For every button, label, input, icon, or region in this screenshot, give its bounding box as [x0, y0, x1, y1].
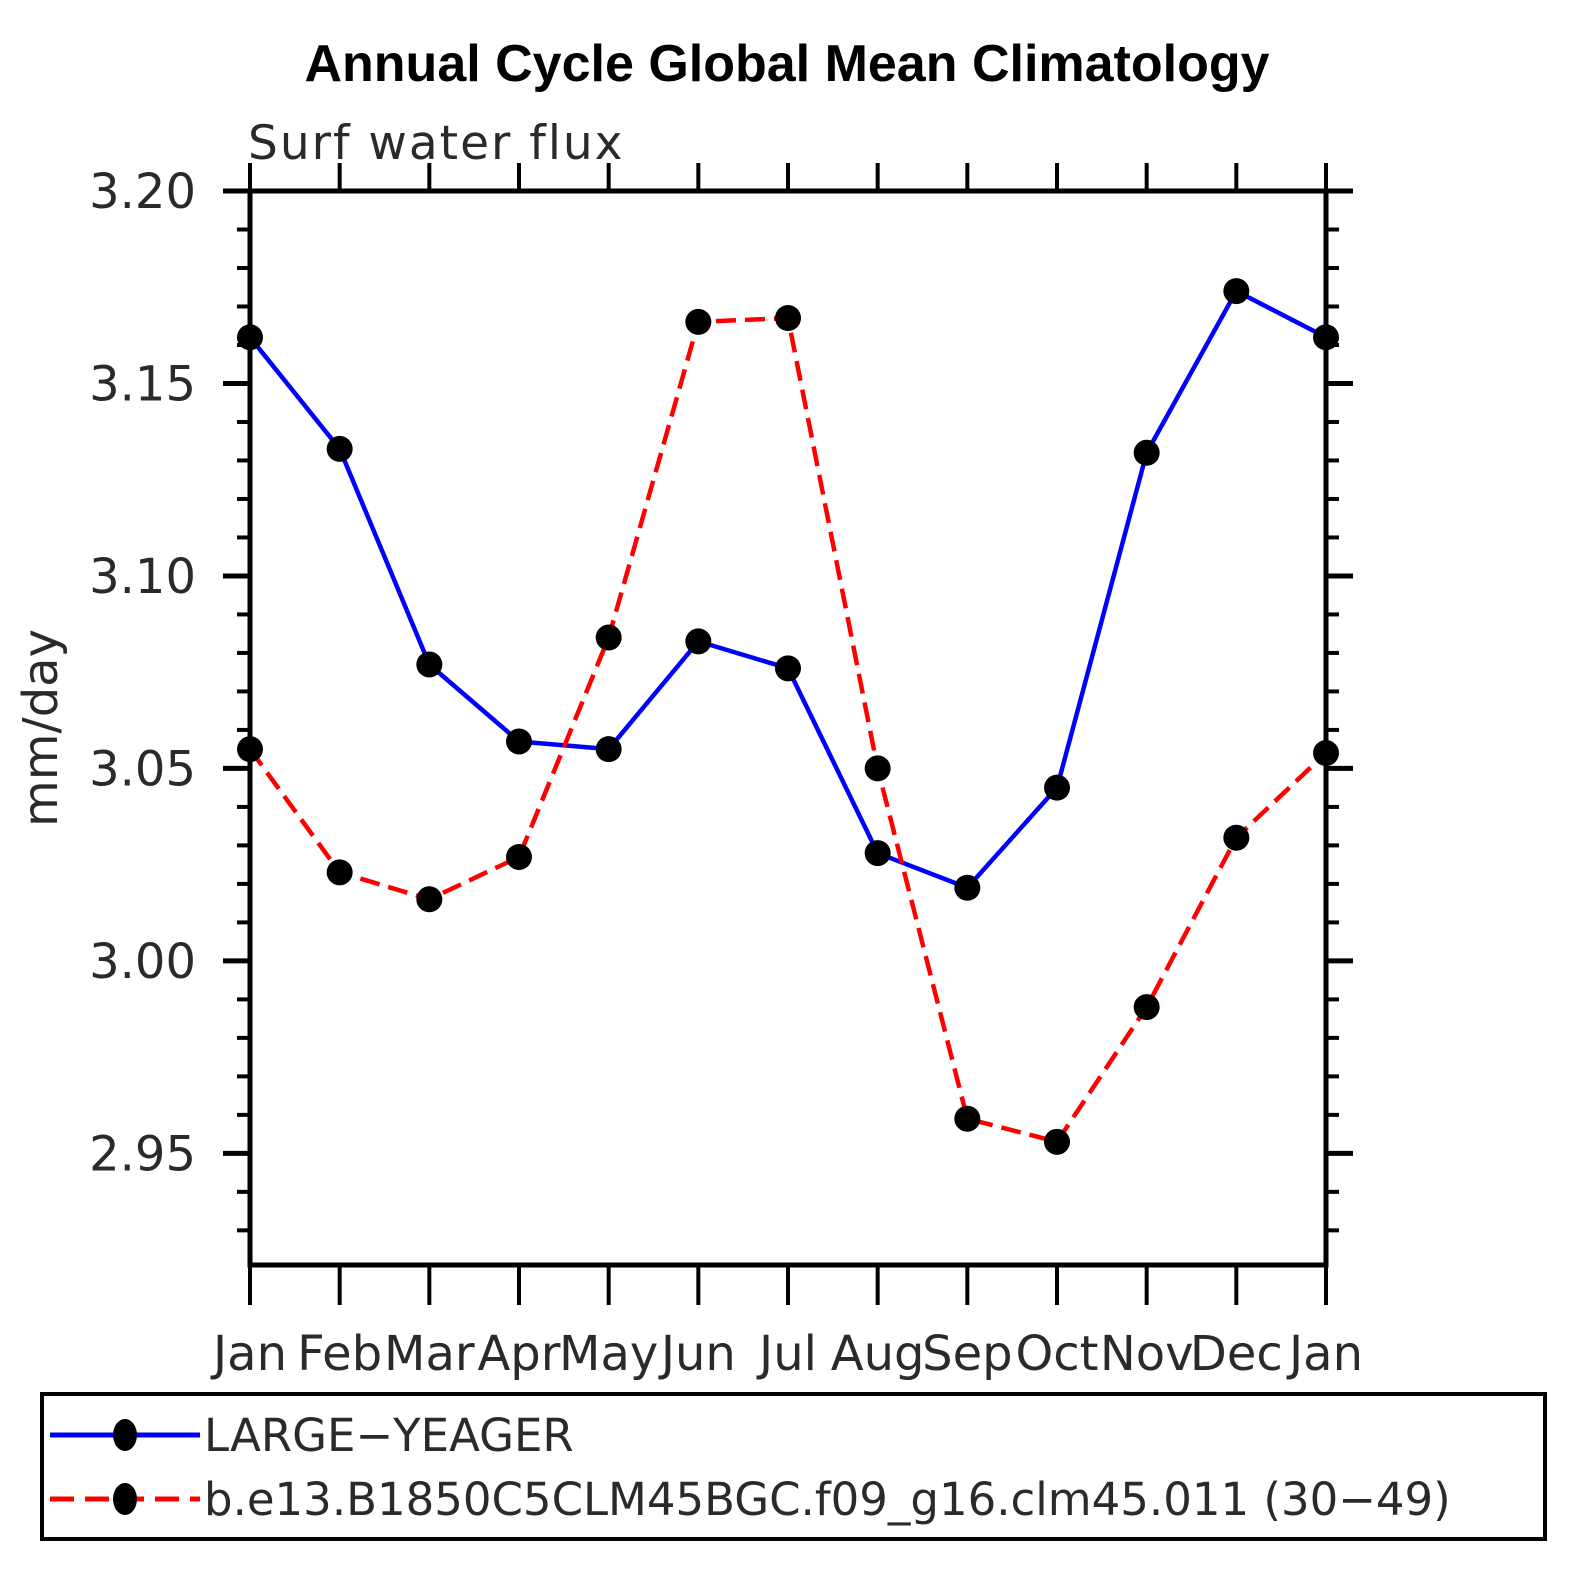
y-axis-tick-label: 3.15 [89, 356, 196, 412]
data-point-marker [864, 755, 891, 782]
y-axis-tick-label: 2.95 [89, 1126, 196, 1182]
y-axis-tick-label: 3.20 [89, 164, 196, 220]
series-0-line [248, 288, 1328, 891]
y-axis-ticks: 3.20 3.15 3.10 3.05 3.00 2.95 [89, 164, 1353, 1233]
data-point-marker [1133, 994, 1160, 1021]
data-point-marker [595, 624, 622, 651]
legend: LARGE−YEAGER b.e13.B1850C5CLM45BGC.f09_g… [40, 1392, 1547, 1541]
x-axis-ticks [248, 163, 1328, 1305]
data-point-marker [685, 308, 712, 335]
x-axis-month-label: Feb [297, 1326, 382, 1382]
data-point-marker [954, 874, 981, 901]
legend-marker-dot [113, 1419, 137, 1451]
x-axis-month-label: Sep [922, 1326, 1012, 1382]
y-axis-tick-label: 3.00 [89, 934, 196, 990]
data-point-marker [326, 435, 353, 462]
legend-label-model-run: b.e13.B1850C5CLM45BGC.f09_g16.clm45.011 … [204, 1472, 1451, 1526]
data-point-marker [1313, 740, 1339, 767]
plot-frame [247, 188, 1329, 1268]
x-axis-month-label: Dec [1190, 1326, 1283, 1382]
series-1-markers [237, 305, 1339, 1155]
plot-subtitle: Surf water flux [248, 116, 625, 171]
x-axis-month-label: Jun [658, 1326, 736, 1382]
x-axis-month-label: Jul [756, 1326, 817, 1382]
data-point-marker [775, 305, 801, 332]
series-0-markers [237, 278, 1339, 901]
data-point-marker [237, 324, 263, 351]
x-axis-month-label: Mar [384, 1326, 475, 1382]
legend-line-sample-dashed [50, 1483, 200, 1515]
y-axis-title: mm/day [13, 629, 69, 827]
legend-line-sample-solid [50, 1419, 200, 1451]
x-axis-month-label: Oct [1016, 1326, 1099, 1382]
data-point-marker [954, 1105, 981, 1132]
page-title: Annual Cycle Global Mean Climatology [304, 35, 1270, 93]
legend-label-large-yeager: LARGE−YEAGER [204, 1408, 574, 1462]
y-axis-tick-label: 3.05 [89, 741, 196, 797]
x-axis-month-label: Jan [210, 1326, 287, 1382]
data-point-marker [326, 859, 353, 886]
data-point-marker [685, 628, 712, 655]
data-point-marker [1044, 1128, 1070, 1155]
data-point-marker [1313, 324, 1339, 351]
data-point-marker [1044, 774, 1070, 801]
legend-entry-model-run: b.e13.B1850C5CLM45BGC.f09_g16.clm45.011 … [46, 1468, 1451, 1530]
data-point-marker [1223, 824, 1250, 851]
data-point-marker [775, 655, 801, 682]
data-point-marker [237, 736, 263, 763]
data-point-marker [506, 843, 532, 870]
legend-marker-dot [113, 1483, 137, 1515]
data-point-marker [595, 736, 622, 763]
data-point-marker [506, 728, 532, 755]
data-point-marker [416, 651, 443, 678]
data-point-marker [864, 840, 891, 867]
data-point-marker [416, 886, 443, 913]
x-axis-month-label: Nov [1100, 1326, 1194, 1382]
legend-entry-large-yeager: LARGE−YEAGER [46, 1404, 574, 1466]
y-axis-tick-label: 3.10 [89, 549, 196, 605]
x-axis-month-label: May [559, 1326, 658, 1382]
x-axis-month-label: Jan [1286, 1326, 1363, 1382]
x-axis-month-label: Aug [831, 1326, 925, 1382]
series-1-line [248, 315, 1328, 1145]
data-point-marker [1223, 278, 1250, 305]
data-point-marker [1133, 439, 1160, 466]
x-axis-month-label: Apr [477, 1326, 560, 1382]
